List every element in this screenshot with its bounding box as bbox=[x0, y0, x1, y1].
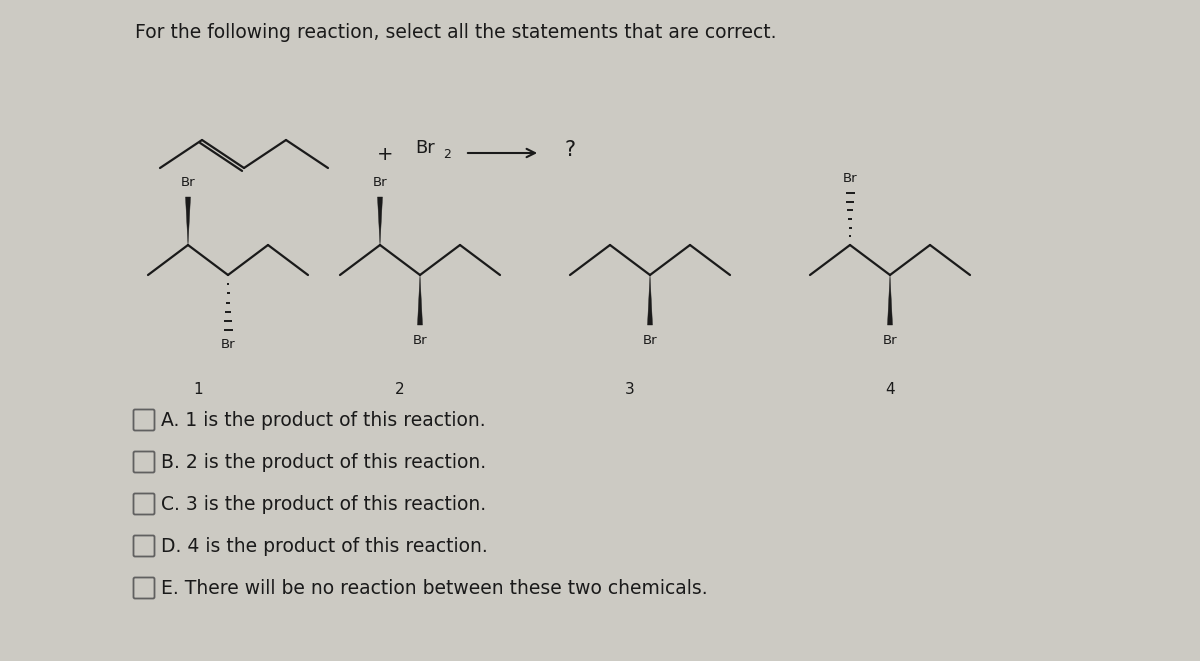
Text: C. 3 is the product of this reaction.: C. 3 is the product of this reaction. bbox=[161, 496, 486, 514]
Text: Br: Br bbox=[415, 139, 434, 157]
Text: 4: 4 bbox=[886, 383, 895, 397]
Polygon shape bbox=[888, 275, 893, 325]
Text: A. 1 is the product of this reaction.: A. 1 is the product of this reaction. bbox=[161, 412, 486, 430]
Text: Br: Br bbox=[643, 334, 658, 346]
Text: 1: 1 bbox=[193, 383, 203, 397]
Text: Br: Br bbox=[373, 176, 388, 190]
Text: 3: 3 bbox=[625, 383, 635, 397]
Text: 2: 2 bbox=[395, 383, 404, 397]
Text: Br: Br bbox=[221, 338, 235, 352]
Polygon shape bbox=[186, 197, 191, 245]
Text: ?: ? bbox=[564, 140, 576, 160]
Polygon shape bbox=[378, 197, 383, 245]
Text: Br: Br bbox=[413, 334, 427, 346]
Text: Br: Br bbox=[842, 171, 857, 184]
Polygon shape bbox=[418, 275, 422, 325]
Text: D. 4 is the product of this reaction.: D. 4 is the product of this reaction. bbox=[161, 537, 487, 557]
Text: For the following reaction, select all the statements that are correct.: For the following reaction, select all t… bbox=[134, 22, 776, 42]
Text: B. 2 is the product of this reaction.: B. 2 is the product of this reaction. bbox=[161, 453, 486, 473]
Text: E. There will be no reaction between these two chemicals.: E. There will be no reaction between the… bbox=[161, 580, 708, 598]
Text: 2: 2 bbox=[443, 149, 451, 161]
Text: Br: Br bbox=[181, 176, 196, 190]
Text: Br: Br bbox=[883, 334, 898, 346]
Text: +: + bbox=[377, 145, 394, 165]
Polygon shape bbox=[648, 275, 653, 325]
